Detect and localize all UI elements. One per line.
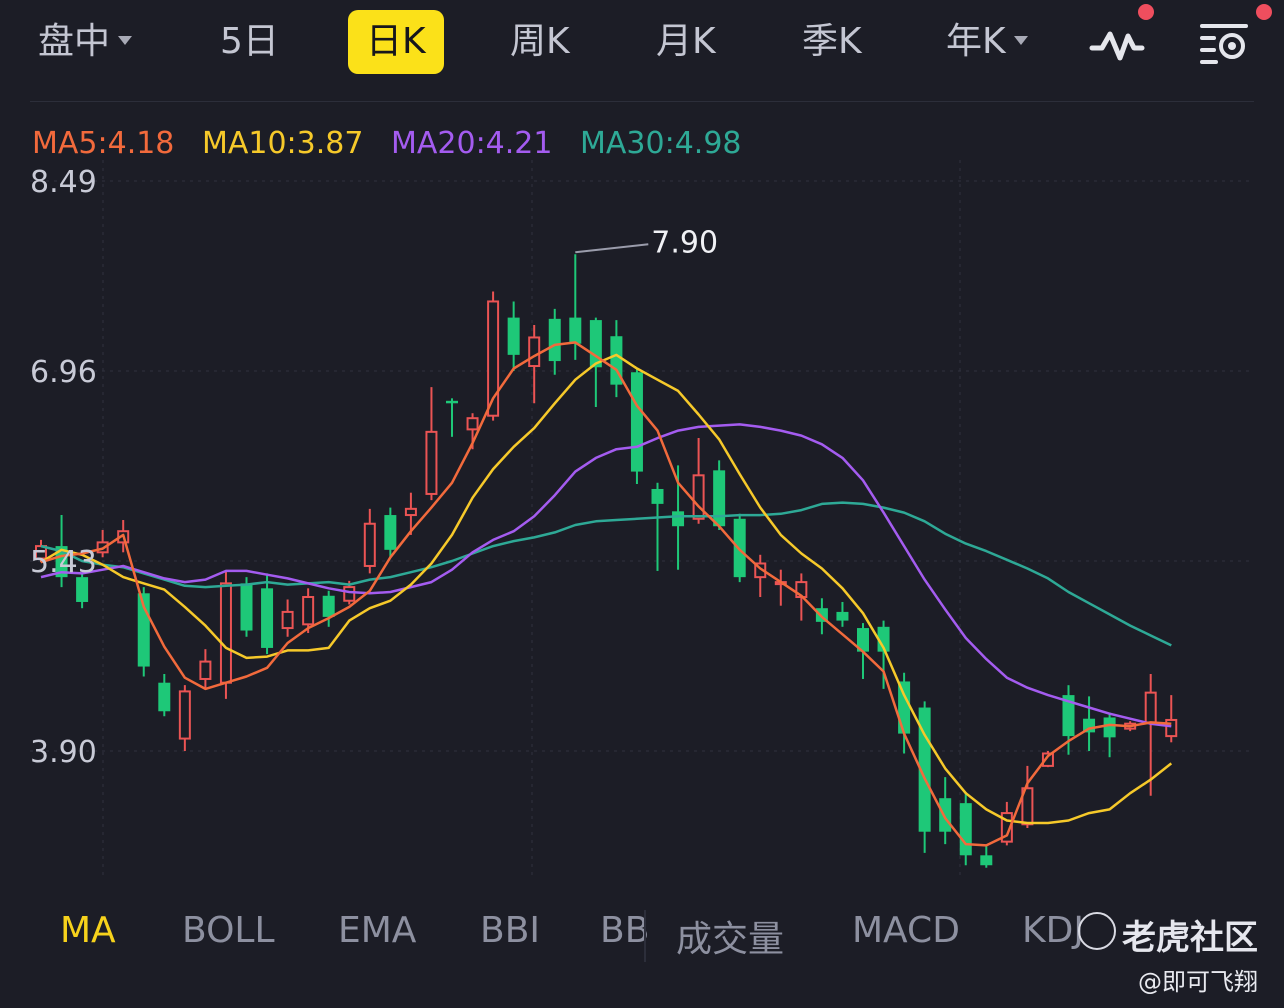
- ma30-line: [40, 501, 1172, 647]
- indicator-line-icon[interactable]: [1088, 14, 1148, 74]
- candle-body: [877, 626, 890, 652]
- candle-body: [713, 470, 726, 527]
- notification-dot: [1138, 4, 1154, 20]
- max-price-pointer: [575, 243, 649, 254]
- header-divider: [30, 101, 1254, 102]
- y-axis-label: 3.90: [30, 735, 97, 770]
- candle-body: [219, 582, 232, 684]
- watermark: 老虎社区: [1122, 918, 1258, 958]
- candle-body: [980, 855, 993, 866]
- indicator-tab-bar: MA BOLL EMA BBI BB 成交量 MACD KDJ: [0, 900, 1284, 970]
- candle-body: [1000, 812, 1013, 843]
- tab-quarterly-k[interactable]: 季K: [802, 21, 862, 62]
- ma5-line: [40, 341, 1172, 847]
- candle-body: [1021, 787, 1034, 826]
- tab-separator: [644, 910, 646, 962]
- ma5-legend: MA5:4.18: [32, 126, 175, 161]
- period-tab-bar: 盘中 5日 日K 周K 月K 季K 年K: [0, 0, 1284, 86]
- candle-body: [35, 545, 47, 560]
- candle-body: [1165, 718, 1178, 738]
- candle-body: [302, 596, 315, 626]
- candle-body: [281, 610, 294, 630]
- y-axis-label: 6.96: [30, 355, 97, 390]
- tab-5day[interactable]: 5日: [220, 21, 279, 62]
- ma20-line: [40, 423, 1172, 728]
- candle-body: [630, 372, 643, 472]
- candle-body: [363, 522, 376, 567]
- candle-body: [158, 682, 171, 712]
- candle-body: [1103, 717, 1116, 738]
- candle-body: [672, 511, 685, 527]
- candle-body: [1144, 691, 1157, 724]
- ma10-legend: MA10:3.87: [201, 126, 364, 161]
- tab-volume[interactable]: 成交量: [676, 919, 785, 960]
- tab-bbi[interactable]: BBI: [480, 910, 541, 951]
- candle-body: [528, 336, 541, 368]
- y-axis-label: 8.49: [30, 165, 97, 200]
- y-axis-label: 5.43: [30, 545, 97, 580]
- candle-body: [692, 474, 705, 520]
- candle-body: [343, 586, 356, 602]
- candle-body: [446, 400, 458, 404]
- candle-body: [836, 611, 849, 621]
- candle-body: [651, 488, 664, 504]
- candle-body: [466, 417, 479, 431]
- candle-body: [1062, 695, 1075, 737]
- candle-body: [178, 690, 191, 740]
- candle-body: [425, 430, 438, 495]
- tab-monthly-k[interactable]: 月K: [656, 21, 716, 62]
- chevron-down-icon: [118, 35, 133, 45]
- tab-daily-k[interactable]: 日K: [348, 10, 444, 74]
- tab-ma[interactable]: MA: [60, 910, 116, 951]
- chevron-down-icon: [1013, 35, 1028, 45]
- candle-body: [487, 300, 500, 417]
- candle-body: [548, 318, 561, 362]
- candle-body: [384, 515, 397, 550]
- tab-yearly-k[interactable]: 年K: [946, 10, 1028, 74]
- tab-intraday-label: 盘中: [38, 21, 111, 62]
- candle-body: [404, 507, 417, 517]
- candle-body: [76, 577, 89, 602]
- candle-body: [240, 583, 253, 631]
- tab-ema[interactable]: EMA: [338, 910, 417, 951]
- candle-body: [959, 803, 972, 856]
- candlestick-chart[interactable]: 7.90 8.49 6.96 5.43 3.90: [0, 160, 1284, 880]
- tab-intraday[interactable]: 盘中: [38, 10, 133, 74]
- candle-body: [569, 317, 582, 344]
- tab-macd[interactable]: MACD: [852, 910, 960, 951]
- chart-settings-icon[interactable]: [1196, 14, 1256, 74]
- notification-dot: [1256, 4, 1272, 20]
- candle-body: [939, 798, 952, 832]
- ma10-line: [40, 353, 1173, 825]
- candle-body: [857, 628, 869, 652]
- tab-yearly-k-label: 年K: [946, 21, 1006, 62]
- author-credit: @即可飞翔: [1138, 968, 1258, 996]
- tiger-logo-icon: [1078, 912, 1116, 950]
- candle-body: [507, 317, 520, 355]
- candle-body: [1041, 752, 1054, 767]
- tab-boll[interactable]: BOLL: [182, 910, 275, 951]
- max-price-label: 7.90: [651, 225, 718, 260]
- tab-bb[interactable]: BB: [600, 910, 650, 951]
- ma30-legend: MA30:4.98: [580, 126, 742, 161]
- candle-body: [199, 660, 212, 680]
- candle-body: [322, 595, 335, 617]
- candle-body: [898, 681, 911, 734]
- tab-weekly-k[interactable]: 周K: [510, 21, 570, 62]
- ma-legend: MA5:4.18 MA10:3.87 MA20:4.21 MA30:4.98: [32, 126, 760, 161]
- ma20-legend: MA20:4.21: [390, 126, 553, 161]
- candle-body: [261, 588, 274, 648]
- tab-kdj[interactable]: KDJ: [1022, 910, 1084, 951]
